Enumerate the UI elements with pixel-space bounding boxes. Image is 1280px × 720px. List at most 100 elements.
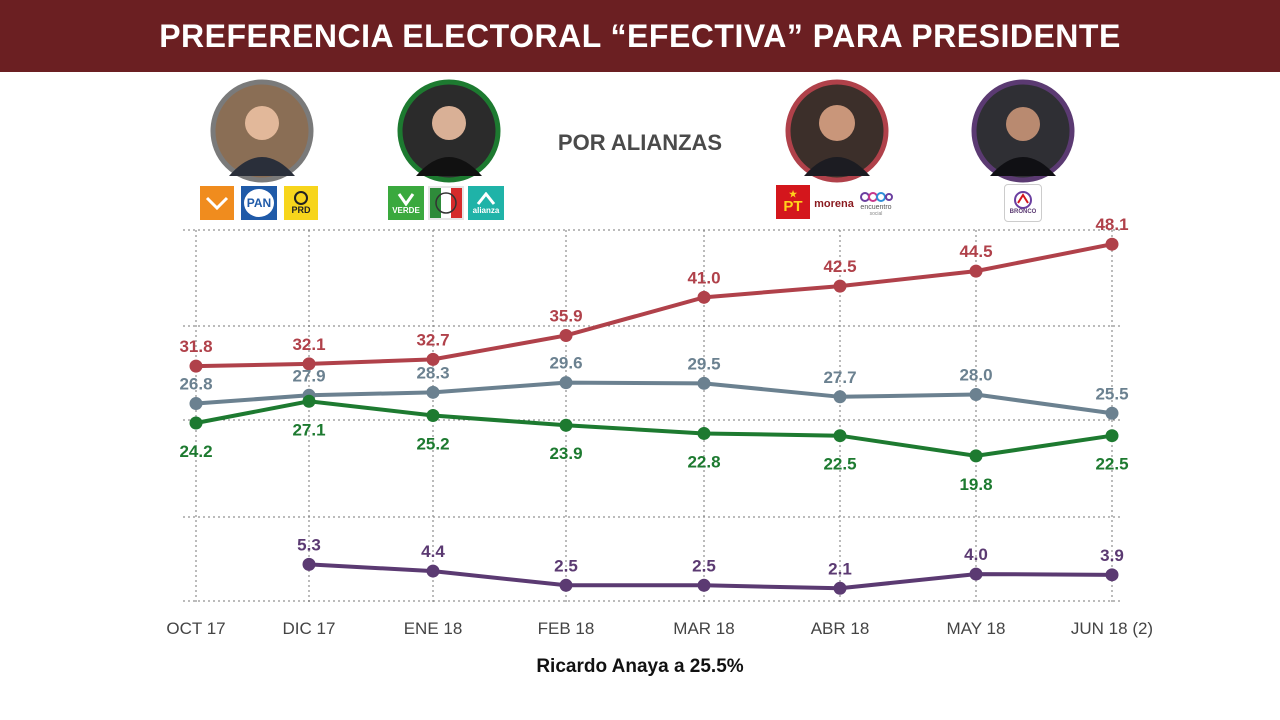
data-point <box>697 376 711 390</box>
face-icon <box>1006 107 1040 141</box>
data-label: 22.8 <box>687 452 720 471</box>
star-icon: ★ <box>788 188 798 199</box>
data-point <box>1105 429 1119 443</box>
data-label: 22.5 <box>823 455 856 474</box>
candidate-photo-anaya <box>210 79 314 183</box>
data-label: 28.0 <box>959 366 992 385</box>
data-label: 41.0 <box>687 268 720 287</box>
chart-title: PREFERENCIA ELECTORAL “EFECTIVA” PARA PR… <box>159 17 1121 54</box>
data-point <box>697 426 711 440</box>
data-point <box>833 279 847 293</box>
data-point <box>559 578 573 592</box>
data-point <box>559 418 573 432</box>
chart-grid <box>183 229 1123 604</box>
data-label: 44.5 <box>959 242 992 261</box>
chart-series <box>189 237 1119 595</box>
x-tick-label: JUN 18 (2) <box>1071 619 1153 638</box>
candidate-photo-bronco <box>971 79 1075 183</box>
data-point <box>833 390 847 404</box>
face-icon <box>245 106 279 140</box>
bronco-logo-icon: BRONCO <box>1004 184 1042 222</box>
data-point <box>969 388 983 402</box>
series-line-3 <box>195 399 1113 458</box>
data-point <box>426 352 440 366</box>
chart-subtitle: POR ALIANZAS <box>557 130 723 155</box>
data-point <box>833 429 847 443</box>
data-label: 5.3 <box>297 535 321 554</box>
data-label: 19.8 <box>959 475 992 494</box>
data-label: 28.3 <box>416 363 449 382</box>
face-icon <box>432 106 466 140</box>
candidate-photo-meade <box>397 79 501 183</box>
data-label: 27.9 <box>292 366 325 385</box>
chart-footnote: Ricardo Anaya a 25.5% <box>536 656 744 677</box>
data-label: 23.9 <box>549 444 582 463</box>
data-label: 22.5 <box>1095 455 1128 474</box>
movimiento-ciudadano-logo-icon <box>200 186 234 220</box>
x-axis-tick-labels: OCT 17 DIC 17 ENE 18 FEB 18 MAR 18 ABR 18 MAY … <box>166 619 1153 638</box>
data-point <box>426 385 440 399</box>
data-point <box>1105 568 1119 582</box>
data-label: 48.1 <box>1095 215 1128 234</box>
data-label: 26.8 <box>179 375 212 394</box>
data-label: 27.1 <box>292 420 325 439</box>
data-point <box>969 449 983 463</box>
pt-logo-icon: ★ PT <box>776 185 810 219</box>
data-point <box>559 376 573 390</box>
data-label: 4.4 <box>421 542 445 561</box>
data-point <box>833 581 847 595</box>
data-point <box>302 557 316 571</box>
data-label: 2.5 <box>554 556 578 575</box>
data-point <box>189 359 203 373</box>
data-label: 2.1 <box>828 559 852 578</box>
data-point <box>969 567 983 581</box>
data-label: 2.5 <box>692 556 716 575</box>
data-label: 29.6 <box>549 354 582 373</box>
data-label: 24.2 <box>179 442 212 461</box>
data-label: 31.8 <box>179 337 212 356</box>
data-label: 32.1 <box>292 335 325 354</box>
data-label: 4.0 <box>964 545 988 564</box>
x-tick-label: MAR 18 <box>673 619 734 638</box>
data-label: 29.5 <box>687 354 720 373</box>
verde-logo-icon: VERDE <box>388 186 424 220</box>
data-point <box>302 357 316 371</box>
data-label: 42.5 <box>823 257 856 276</box>
data-label: 25.5 <box>1095 384 1128 403</box>
prd-logo-icon: PRD <box>284 186 318 220</box>
data-label: 35.9 <box>549 306 582 325</box>
data-point <box>426 409 440 423</box>
x-tick-label: ENE 18 <box>404 619 463 638</box>
data-point <box>189 416 203 430</box>
x-tick-label: ABR 18 <box>811 619 870 638</box>
face-icon <box>819 105 855 141</box>
data-point <box>697 290 711 304</box>
title-banner: PREFERENCIA ELECTORAL “EFECTIVA” PARA PR… <box>0 0 1280 72</box>
nueva-alianza-logo-icon: alianza <box>468 186 504 220</box>
x-tick-label: MAY 18 <box>947 619 1006 638</box>
data-point <box>189 397 203 411</box>
series-line-1 <box>195 242 1113 369</box>
pan-logo-icon: PAN <box>241 186 277 220</box>
data-label: 25.2 <box>416 435 449 454</box>
data-label: 3.9 <box>1100 546 1124 565</box>
x-tick-label: FEB 18 <box>538 619 595 638</box>
data-point <box>1105 237 1119 251</box>
morena-logo-icon: morena <box>814 198 854 210</box>
data-point <box>302 394 316 408</box>
x-tick-label: OCT 17 <box>166 619 225 638</box>
chart-data-labels: 31.8 32.1 32.7 35.9 41.0 42.5 44.5 48.1 26.8 27.9… <box>179 215 1128 578</box>
data-point <box>559 328 573 342</box>
data-label: 32.7 <box>416 330 449 349</box>
pri-logo-icon <box>428 186 464 220</box>
data-point <box>1105 406 1119 420</box>
series-line-2 <box>195 380 1113 416</box>
candidate-photo-amlo <box>785 79 889 183</box>
data-label: 27.7 <box>823 368 856 387</box>
data-point <box>697 578 711 592</box>
data-point <box>426 564 440 578</box>
x-tick-label: DIC 17 <box>283 619 336 638</box>
encuentro-social-logo-icon: encuentro social <box>857 186 895 220</box>
data-point <box>969 264 983 278</box>
